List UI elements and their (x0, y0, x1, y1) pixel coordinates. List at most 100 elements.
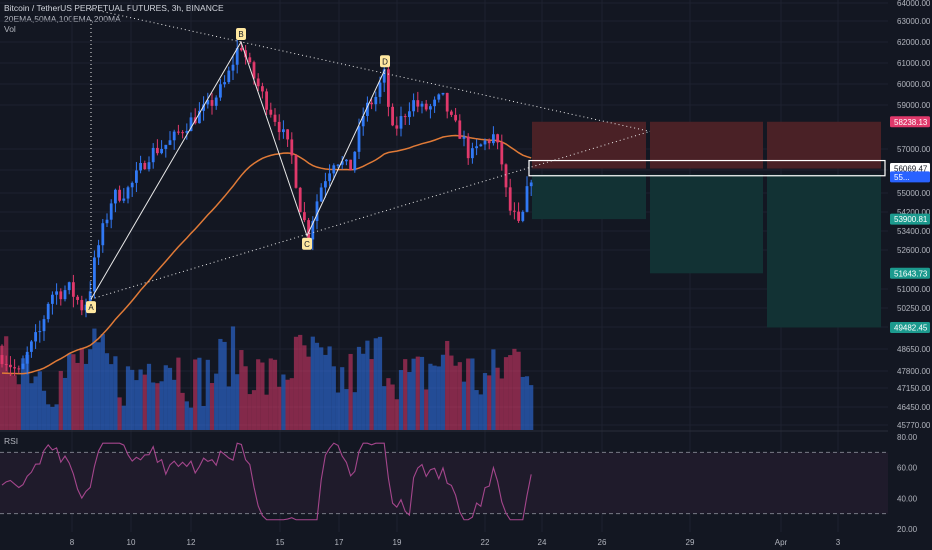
volume-bar (272, 359, 278, 430)
volume-bar (281, 374, 286, 430)
volume-bar (4, 336, 9, 430)
pattern-point-b (236, 28, 246, 40)
candle-body (172, 131, 176, 141)
volume-bar (319, 347, 324, 430)
volume-bar (529, 385, 534, 430)
candle-body (433, 99, 436, 107)
pattern-drawings[interactable]: A B C D (86, 8, 651, 314)
volume-bar (348, 353, 353, 430)
volume-bar (487, 375, 492, 430)
price-tick-label: 63000.00 (897, 17, 931, 26)
price-tag-label: 58238.13 (894, 118, 928, 127)
rsi-tick-label: 60.00 (897, 464, 918, 473)
candle-body (345, 159, 348, 162)
volume-bar (461, 381, 467, 430)
rsi-tick-label: 40.00 (897, 494, 918, 503)
volume-bar (41, 390, 47, 430)
volume-bar (117, 397, 122, 430)
price-tick-label: 57000.00 (897, 145, 931, 154)
volume-bar (92, 328, 97, 430)
candle-body (198, 110, 201, 124)
candle-body (340, 161, 344, 165)
volume-bar (50, 406, 55, 430)
upper-trendline (90, 8, 651, 132)
candle-body (408, 111, 411, 118)
candle-body (13, 367, 16, 369)
candle-body (235, 48, 239, 65)
volume-bar (466, 358, 471, 430)
candle-body (122, 198, 126, 201)
volume-bar (432, 365, 437, 430)
candle-body (458, 120, 462, 139)
volume-bar (470, 358, 475, 430)
volume-bar (130, 369, 135, 430)
volume-bar (516, 351, 521, 430)
volume-bar (503, 357, 509, 430)
volume-bar (524, 376, 530, 430)
candle-body (67, 282, 71, 291)
candle-body (336, 164, 340, 166)
candle-body (508, 187, 512, 211)
candle-body (185, 131, 189, 133)
price-tick-label: 54200.00 (897, 208, 931, 217)
price-tag-label: 51643.73 (894, 269, 928, 278)
volume-bar (314, 342, 320, 430)
volume-bar (520, 376, 525, 430)
candle-body (366, 102, 369, 116)
volume-bar (251, 390, 257, 430)
position-zones (528, 121, 886, 328)
candle-body (319, 187, 323, 202)
candle-body (42, 319, 46, 332)
volume-bar (428, 363, 433, 430)
volume-bar (369, 359, 374, 430)
candle-body (471, 148, 474, 159)
price-tick-label: 53400.00 (897, 227, 931, 236)
candle-body (202, 104, 205, 111)
price-tag-target (890, 213, 930, 225)
price-tick-label: 64000.00 (897, 0, 931, 8)
candle-body (328, 173, 331, 182)
price-tag-last (890, 171, 930, 183)
candle-body (378, 82, 382, 97)
volume-bar (16, 384, 21, 430)
volume-bar (344, 389, 349, 430)
rsi-band (0, 452, 888, 514)
volume-bar (146, 363, 152, 430)
volume-bar (449, 355, 454, 430)
volume-bar (62, 377, 68, 430)
volume-bar (436, 366, 441, 430)
volume-bar (83, 363, 89, 430)
volume-bar (75, 362, 80, 430)
price-tick-label: 55000.00 (897, 189, 931, 198)
volume-bar (79, 347, 84, 430)
candle-body (420, 103, 424, 107)
volume-bar (222, 341, 227, 430)
rsi-label[interactable]: RSI (4, 436, 19, 446)
candle-body (483, 140, 487, 145)
volume-bar (377, 336, 383, 430)
candle-body (126, 187, 130, 199)
volume-bar (58, 370, 63, 430)
candle-body (248, 57, 252, 63)
time-tick-label: 10 (127, 538, 136, 547)
position-zone (650, 174, 763, 274)
moving-average-line (1, 134, 532, 375)
price-tick-label: 47800.00 (897, 367, 931, 376)
price-tag-target (890, 267, 930, 279)
position-zone (650, 121, 763, 169)
candle-body (277, 121, 281, 133)
pattern-point-c (302, 237, 312, 250)
candle-body (517, 211, 520, 221)
candle-body (357, 126, 361, 152)
candle-body (189, 117, 193, 132)
volume-label[interactable]: Vol (4, 24, 16, 34)
candle-body (0, 355, 4, 365)
candle-body (135, 170, 138, 183)
candle-body (139, 162, 142, 171)
volume-bar (159, 381, 164, 430)
volume-bar (289, 378, 294, 430)
indicator-list[interactable]: 20EMA,50MA,100EMA,200MA (4, 13, 121, 24)
volume-bar (302, 345, 307, 430)
pattern-point-d (380, 55, 390, 68)
